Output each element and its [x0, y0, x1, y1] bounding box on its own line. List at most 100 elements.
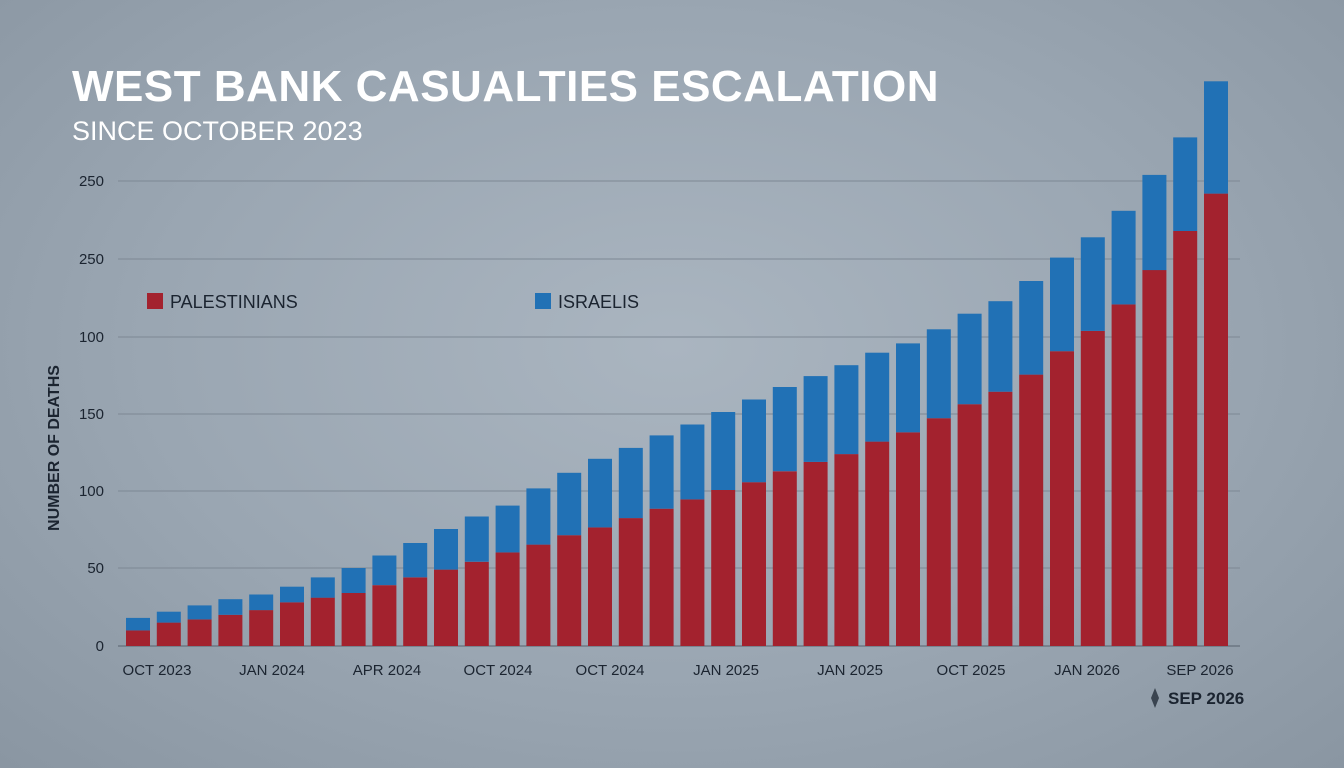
bar-palestinians — [403, 577, 428, 646]
bar-palestinians — [249, 610, 274, 646]
bar-israelis — [1111, 210, 1136, 305]
bar-palestinians — [341, 593, 366, 646]
bar-israelis — [341, 568, 366, 593]
legend-label-israelis: ISRAELIS — [558, 292, 639, 312]
x-tick-label: OCT 2024 — [464, 662, 533, 679]
x-axis-ticks: OCT 2023 JAN 2024 APR 2024 OCT 2024 OCT 2024… — [123, 662, 1234, 679]
bar-israelis — [1080, 237, 1105, 331]
bar-israelis — [772, 387, 797, 472]
bar-israelis — [557, 472, 582, 536]
bar-israelis — [834, 365, 859, 455]
bar-palestinians — [434, 569, 458, 646]
bar-israelis — [249, 594, 274, 611]
bar-israelis — [1204, 81, 1228, 194]
bar-palestinians — [865, 441, 890, 646]
legend: PALESTINIANS ISRAELIS — [147, 292, 639, 312]
bar-palestinians — [1204, 193, 1228, 646]
bar-palestinians — [957, 404, 982, 646]
bar-palestinians — [464, 561, 489, 646]
x-tick-label: OCT 2023 — [123, 662, 192, 679]
bar-palestinians — [218, 614, 243, 646]
bar-palestinians — [803, 461, 828, 646]
bar-israelis — [865, 352, 890, 442]
bars — [126, 81, 1228, 646]
bar-israelis — [495, 505, 520, 553]
bar-palestinians — [1173, 231, 1198, 646]
bar-palestinians — [1050, 351, 1074, 646]
bar-israelis — [280, 586, 304, 603]
y-tick-label: 50 — [87, 560, 104, 577]
bar-palestinians — [988, 391, 1013, 646]
bar-palestinians — [280, 602, 304, 646]
y-tick-label: 100 — [79, 329, 104, 346]
bar-palestinians — [1142, 270, 1167, 646]
x-tick-label: OCT 2025 — [937, 662, 1006, 679]
bar-israelis — [680, 424, 705, 500]
y-tick-label: 100 — [79, 483, 104, 500]
bar-israelis — [1173, 137, 1198, 231]
bar-palestinians — [1019, 374, 1044, 646]
legend-swatch-palestinians — [147, 293, 163, 309]
bar-palestinians — [588, 527, 612, 646]
annotation-label: SEP 2026 — [1168, 689, 1244, 708]
bar-israelis — [896, 343, 920, 433]
bar-palestinians — [126, 630, 150, 646]
x-tick-label: SEP 2026 — [1166, 662, 1233, 679]
bar-israelis — [434, 529, 458, 570]
bar-palestinians — [680, 499, 705, 646]
bar-israelis — [742, 399, 766, 483]
bar-palestinians — [187, 619, 212, 646]
bar-palestinians — [742, 482, 766, 646]
bar-israelis — [711, 412, 736, 490]
bar-palestinians — [557, 535, 582, 646]
x-tick-label: APR 2024 — [353, 662, 421, 679]
bar-palestinians — [896, 432, 920, 646]
x-tick-label: JAN 2025 — [693, 662, 759, 679]
bar-palestinians — [372, 585, 397, 646]
bar-israelis — [803, 376, 828, 462]
bar-palestinians — [618, 518, 643, 646]
bar-palestinians — [1080, 330, 1105, 646]
bar-israelis — [126, 617, 150, 631]
bar-israelis — [1019, 281, 1044, 375]
y-tick-label: 150 — [79, 406, 104, 423]
bar-israelis — [526, 488, 551, 545]
y-tick-label: 250 — [79, 173, 104, 190]
bar-israelis — [618, 447, 643, 519]
bar-israelis — [588, 458, 612, 528]
bar-israelis — [156, 611, 181, 623]
bar-palestinians — [834, 454, 859, 646]
bar-palestinians — [156, 622, 181, 646]
bar-palestinians — [711, 490, 736, 646]
bar-israelis — [372, 555, 397, 586]
chart-title: WEST BANK CASUALTIES ESCALATION — [72, 62, 939, 111]
x-tick-label: JAN 2026 — [1054, 662, 1120, 679]
bar-israelis — [988, 301, 1013, 392]
bar-palestinians — [926, 418, 951, 646]
y-axis-ticks: 0 50 100 150 100 250 250 — [79, 173, 104, 655]
bar-israelis — [403, 543, 428, 578]
chart-subtitle: SINCE OCTOBER 2023 — [72, 116, 363, 146]
bar-palestinians — [649, 508, 674, 646]
bar-israelis — [649, 435, 674, 509]
bar-israelis — [926, 329, 951, 419]
y-tick-label: 0 — [96, 638, 104, 655]
bar-israelis — [1142, 174, 1167, 271]
y-tick-label: 250 — [79, 251, 104, 268]
y-axis-label: NUMBER OF DEATHS — [46, 365, 63, 531]
x-tick-label: OCT 2024 — [576, 662, 645, 679]
bar-israelis — [218, 599, 243, 615]
bar-israelis — [187, 605, 212, 620]
bar-israelis — [1050, 257, 1074, 352]
bar-israelis — [957, 313, 982, 405]
bar-israelis — [464, 516, 489, 562]
bar-palestinians — [772, 471, 797, 646]
bar-palestinians — [495, 552, 520, 646]
x-tick-label: JAN 2024 — [239, 662, 305, 679]
bar-palestinians — [310, 597, 335, 646]
legend-label-palestinians: PALESTINIANS — [170, 292, 298, 312]
bar-israelis — [310, 577, 335, 598]
bar-palestinians — [1111, 304, 1136, 646]
marker-icon — [1151, 688, 1159, 708]
